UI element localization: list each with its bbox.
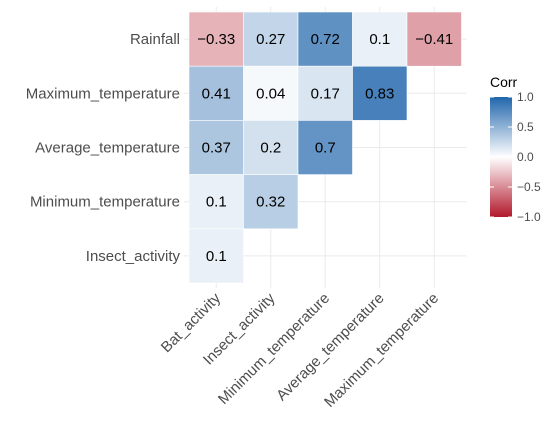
- cell-value-label: 0.37: [202, 140, 231, 157]
- heatmap-cell: [352, 11, 408, 67]
- legend-ticks: 1.0 0.5 0.0 −0.5 −1.0: [490, 90, 541, 224]
- heatmap-cell: [243, 11, 299, 67]
- cell-value-label: −0.41: [415, 31, 453, 48]
- legend-title: Corr: [490, 74, 518, 90]
- legend-colorbar: [490, 97, 512, 217]
- heatmap-cell: [243, 174, 299, 230]
- cell-value-label: 0.83: [365, 85, 394, 102]
- x-axis-tick-labels: Bat_activityInsect_activityMinimum_tempe…: [158, 289, 442, 410]
- heatmap-cell: [188, 174, 244, 230]
- y-axis-tick-labels: Rainfall Maximum_temperature Average_tempe…: [26, 31, 181, 265]
- heatmap-cell: [188, 120, 244, 175]
- legend-tick-label: 0.5: [517, 120, 534, 134]
- color-legend: Corr 1.0 0.5 0.0 −0.5 −1.0: [490, 74, 541, 224]
- cell-value-label: 0.41: [202, 85, 231, 102]
- heatmap-cell: [406, 11, 462, 67]
- cell-value-label: 0.1: [206, 194, 227, 211]
- cell-value-label: −0.33: [197, 31, 235, 48]
- legend-tick-label: 1.0: [517, 90, 534, 104]
- y-tick-label: Maximum_temperature: [26, 85, 180, 102]
- cell-value-label: 0.1: [369, 31, 390, 48]
- heatmap-cell: [243, 65, 299, 121]
- cell-value-label: 0.32: [256, 194, 285, 211]
- cell-value-label: 0.1: [206, 248, 227, 265]
- y-tick-label: Minimum_temperature: [30, 194, 180, 211]
- heatmap-cell: [352, 65, 408, 121]
- legend-tick-label: −0.5: [517, 180, 541, 194]
- x-tick-label: Maximum_temperature: [321, 290, 442, 411]
- cell-value-label: 0.7: [315, 140, 336, 157]
- heatmap-cells: [188, 11, 462, 284]
- cell-value-label: 0.04: [256, 85, 285, 102]
- y-tick-label: Rainfall: [130, 31, 180, 48]
- cell-labels: −0.33 0.27 0.72 0.1 −0.41 0.41 0.04 0.17 0.83 0.3…: [197, 31, 453, 265]
- cell-value-label: 0.72: [311, 31, 340, 48]
- heatmap-cell: [188, 65, 244, 121]
- heatmap-cell: [188, 228, 244, 284]
- heatmap-cell: [297, 120, 353, 175]
- y-tick-label: Average_temperature: [35, 140, 180, 157]
- cell-value-label: 0.2: [260, 140, 281, 157]
- cell-value-label: 0.17: [311, 85, 340, 102]
- legend-tick-label: 0.0: [517, 150, 534, 164]
- heatmap-cell: [243, 120, 299, 175]
- x-tick-label: Average_temperature: [273, 290, 387, 404]
- heatmap-cell: [297, 65, 353, 121]
- cell-value-label: 0.27: [256, 31, 285, 48]
- y-tick-label: Insect_activity: [86, 248, 181, 265]
- legend-tick-label: −1.0: [517, 210, 541, 224]
